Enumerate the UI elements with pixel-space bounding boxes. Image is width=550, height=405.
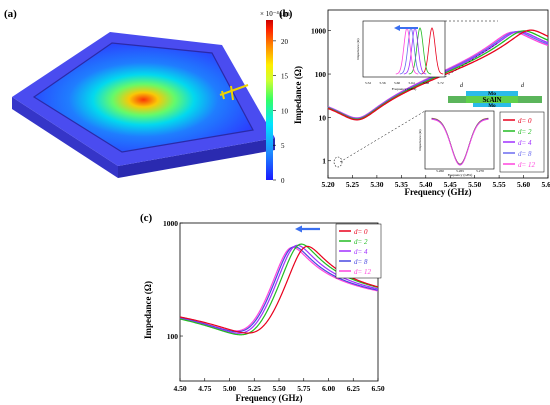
- panel-c-legend-label: d= 2: [354, 238, 368, 246]
- panel-c-xtick-label: 6.25: [347, 384, 360, 393]
- slab-side-right: [118, 138, 275, 178]
- panel-b-ylabel: Impedance (Ω): [293, 66, 303, 124]
- panel-c-ytick-label: 100: [167, 332, 179, 341]
- panel-b-xtick-label: 5.45: [444, 180, 457, 189]
- panel-b-ytick-label: 100: [315, 70, 327, 79]
- schematic-bottom-electrode: Mo: [488, 104, 496, 109]
- colorbar-tick-label: 20: [281, 38, 289, 46]
- schematic-top-electrode: Mo: [488, 91, 496, 97]
- resonator-schematic: Mo ScAlN Mo d d: [448, 83, 542, 109]
- panel-c-xlabel: Frequency (GHz): [235, 393, 302, 403]
- electrode-marker: [219, 84, 249, 101]
- panel-b-xtick-label: 5.50: [468, 180, 481, 189]
- schematic-piezo-layer: ScAlN: [482, 96, 501, 104]
- panel-b-legend: d= 0 d= 2 d= 4 d= 8 d= 12: [499, 111, 545, 173]
- panel-b-legend-label: d= 0: [518, 117, 532, 125]
- inset-left-xtick-label: 5.52: [365, 81, 371, 85]
- panel-b-xtick-label: 5.35: [395, 180, 408, 189]
- panel-c-xtick-label: 5.75: [297, 384, 310, 393]
- inset-left-xlabel: Frequency (GHz): [392, 87, 417, 91]
- panel-c-legend-label: d= 4: [354, 248, 368, 256]
- panel-c-xtick-label: 6.50: [371, 384, 384, 393]
- inset-left-xtick-label: 5.60: [394, 81, 400, 85]
- colorbar: [266, 20, 273, 180]
- panel-b-xlabel: Frequency (GHz): [404, 187, 471, 197]
- panel-b-ytick-label: 1000: [311, 27, 326, 36]
- inset-right-ylabel: Impedance (Ω): [418, 129, 422, 151]
- panel-c-legend: d= 0 d= 2 d= 4 d= 8 d= 12: [335, 223, 382, 279]
- panel-b-legend-label: d= 12: [518, 161, 535, 169]
- inset-left-series-line: [420, 27, 444, 75]
- panel-b-legend-label: d= 4: [518, 139, 532, 147]
- zoom-guides: [339, 20, 499, 163]
- panel-b-chart: 5.20 5.25 5.30 5.35 5.40 5.45 5.50 5.55 5.60 5.65…: [293, 9, 550, 197]
- panel-b-xtick-label: 5.25: [346, 180, 359, 189]
- series-resonance-marker: [333, 156, 343, 168]
- membrane-surface: [34, 43, 253, 152]
- panel-c-series-line: [179, 246, 379, 333]
- colorbar-tick-label: 15: [281, 73, 289, 81]
- inset-left-xtick-label: 5.68: [423, 81, 429, 85]
- panel-c-legend-label: d= 8: [354, 258, 368, 266]
- slab-side-left: [12, 97, 118, 178]
- inset-left-xtick-label: 5.64: [408, 81, 414, 85]
- shift-arrow-b-head: [394, 25, 400, 31]
- inset-right-xtick-label: 5.265: [456, 169, 464, 173]
- colorbar-tick-label: 10: [281, 107, 289, 115]
- panel-b-plot-frame: [327, 9, 549, 179]
- inset-right-xtick-label: 5.270: [476, 169, 484, 173]
- panel-b-xtick-label: 5.30: [370, 180, 383, 189]
- panel-c-chart: 4.50 4.75 5.00 5.25 5.50 5.75 6.00 6.25 6.50 100 1…: [143, 219, 385, 403]
- inset-left-series-line: [408, 27, 432, 75]
- panel-b-xtick-label: 5.20: [321, 180, 334, 189]
- schematic-d-right: d: [521, 83, 525, 89]
- shift-arrow-c-head: [295, 225, 302, 233]
- panel-c-legend-label: d= 0: [354, 228, 368, 236]
- panel-b-series-line: [327, 29, 549, 121]
- panel-c-xtick-label: 4.50: [173, 384, 186, 393]
- inset-right-xlabel: Frequency (GHz): [448, 173, 473, 177]
- panel-b-xtick-label: 5.40: [419, 180, 432, 189]
- panel-b-ytick-label: 1: [322, 157, 326, 166]
- panel-c-xtick-label: 4.75: [198, 384, 211, 393]
- inset-left-xtick-label: 5.72: [437, 81, 443, 85]
- panel-a-figure: × 10⁻⁴ μm 20 15 10 5 0: [12, 10, 290, 185]
- panel-label-b: (b): [279, 8, 293, 20]
- inset-left-ylabel: Impedance (Ω): [356, 38, 360, 60]
- colorbar-tick-label: 0: [281, 177, 285, 185]
- inset-right-series-line: [431, 119, 489, 166]
- panel-label-a: (a): [4, 8, 17, 20]
- colorbar-unit: × 10⁻⁴ μm: [260, 10, 290, 18]
- inset-left-xtick-label: 5.56: [379, 81, 385, 85]
- panel-b-xtick-label: 5.65: [541, 180, 550, 189]
- schematic-d-left: d: [460, 83, 464, 89]
- panel-b-legend-label: d= 8: [518, 150, 532, 158]
- panel-b-xtick-label: 5.55: [493, 180, 506, 189]
- inset-parallel-resonance: Frequency (GHz) Impedance (Ω) 5.52 5.56 5.…: [356, 20, 446, 91]
- colorbar-tick-label: 5: [281, 142, 285, 150]
- inset-right-xtick-label: 5.260: [436, 169, 444, 173]
- panel-c-legend-label: d= 12: [354, 268, 371, 276]
- inset-series-resonance: Frequency (GHz) Impedance (Ω) 5.260 5.265…: [418, 110, 495, 177]
- panel-c-xtick-label: 6.00: [322, 384, 335, 393]
- panel-c-ylabel: Impedance (Ω): [143, 281, 153, 339]
- panel-c-xtick-label: 5.25: [248, 384, 261, 393]
- panel-c-xtick-label: 5.50: [272, 384, 285, 393]
- panel-b-ytick-label: 10: [319, 113, 327, 122]
- panel-c-ytick-label: 1000: [163, 219, 178, 228]
- panel-c-xtick-label: 5.00: [223, 384, 236, 393]
- panel-b-legend-label: d= 2: [518, 128, 532, 136]
- panel-label-c: (c): [140, 212, 153, 224]
- panel-b-xtick-label: 5.60: [517, 180, 530, 189]
